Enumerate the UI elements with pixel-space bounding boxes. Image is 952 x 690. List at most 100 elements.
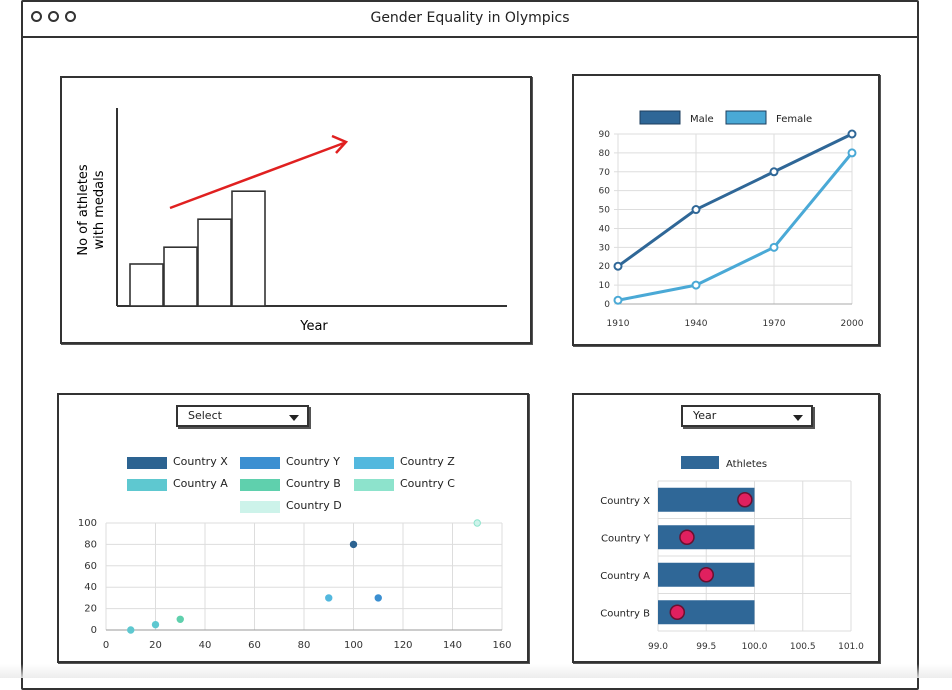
legend-swatch <box>354 479 394 491</box>
x-tick-label: 1910 <box>607 319 630 329</box>
sketch-chart: No of athletes with medals Year <box>76 108 507 334</box>
bar-panel: Year Athletes 99.0 99.5 100.0 100.5 101.0 Co… <box>572 393 880 663</box>
legend-label: Country Z <box>400 455 455 468</box>
bar-marker <box>679 529 695 545</box>
x-tick-label: 2000 <box>841 319 864 329</box>
y-tick-label: 100 <box>78 518 97 529</box>
line-point <box>847 129 857 139</box>
trend-arrowhead <box>331 134 349 154</box>
maximize-window-button[interactable] <box>65 11 76 22</box>
close-window-button[interactable] <box>31 11 42 22</box>
x-tick-label: 80 <box>298 640 311 651</box>
x-tick-label: 1940 <box>685 319 708 329</box>
y-tick-label: 40 <box>84 582 97 593</box>
y-tick-label: 60 <box>599 187 611 197</box>
bar <box>658 525 755 550</box>
scatter-panel: Select Country X Country Y Country Z Countr… <box>57 393 529 663</box>
y-tick-label: 0 <box>604 300 610 310</box>
sketch-bar <box>197 218 232 307</box>
x-tick-label: 20 <box>149 640 162 651</box>
sketch-ylabel-line2: with medals <box>92 170 107 249</box>
legend-label: Country B <box>286 477 341 490</box>
y-tick-label: 60 <box>84 561 97 572</box>
y-tick-label: 90 <box>599 130 611 140</box>
scatter-point <box>151 620 160 629</box>
sketch-xlabel: Year <box>299 319 328 334</box>
select-label: Select <box>188 409 222 422</box>
legend-label: Country X <box>173 455 228 468</box>
x-tick-label: 99.0 <box>648 642 668 652</box>
legend-swatch <box>681 456 719 469</box>
legend-swatch <box>240 457 280 469</box>
country-select-dropdown[interactable]: Select <box>176 405 309 427</box>
legend-label: Female <box>776 114 812 125</box>
x-tick-label: 40 <box>199 640 212 651</box>
x-tick-label: 99.5 <box>696 642 716 652</box>
x-tick-label: 0 <box>103 640 109 651</box>
line-point <box>769 242 779 252</box>
y-tick-label: 0 <box>91 625 97 636</box>
sketch-bar <box>129 263 164 307</box>
scatter-point <box>374 594 382 602</box>
x-tick-label: 140 <box>443 640 462 651</box>
horizontal-bar-chart: Athletes 99.0 99.5 100.0 100.5 101.0 Country… <box>600 456 864 652</box>
bottom-shadow <box>0 664 952 678</box>
trend-arrow <box>169 141 345 210</box>
y-tick-label: 10 <box>599 281 611 291</box>
line-point <box>613 295 623 305</box>
bar-marker <box>669 604 686 620</box>
legend-swatch <box>354 457 394 469</box>
y-tick-label: 40 <box>599 224 611 234</box>
line-series <box>617 132 853 268</box>
sketch-bar <box>163 246 198 307</box>
y-tick-label: 80 <box>599 149 611 159</box>
x-tick-label: 100 <box>344 640 363 651</box>
legend-label: Athletes <box>726 459 767 470</box>
scatter-point <box>176 615 184 624</box>
scatter-point <box>473 519 481 527</box>
y-tick-label: 70 <box>599 168 611 178</box>
line-point <box>691 280 701 290</box>
legend-swatch <box>240 479 280 491</box>
title-bar: Gender Equality in Olympics <box>23 2 917 38</box>
year-select-dropdown[interactable]: Year <box>681 405 813 427</box>
line-series <box>617 151 854 302</box>
x-tick-label: 1970 <box>763 319 786 329</box>
scatter-point <box>325 594 333 602</box>
category-label: Country X <box>600 496 650 507</box>
window-controls <box>31 11 76 22</box>
legend-swatch <box>127 457 167 469</box>
legend-swatch <box>639 110 681 125</box>
y-tick-label: 30 <box>599 243 611 253</box>
category-label: Country A <box>600 571 650 582</box>
year-label: Year <box>693 409 717 422</box>
line-point <box>691 205 701 215</box>
legend-swatch <box>725 110 767 125</box>
x-tick-label: 120 <box>393 640 412 651</box>
scatter-chart: 0 20 40 60 80 100 0 20 40 60 80 100 120 140 160 <box>78 518 512 651</box>
category-label: Country Y <box>601 533 651 544</box>
x-tick-label: 100.0 <box>742 642 768 652</box>
y-tick-label: 80 <box>84 539 97 550</box>
legend-swatch <box>240 501 280 513</box>
chevron-down-icon <box>793 415 803 421</box>
legend-label: Country C <box>400 477 455 490</box>
bar-marker <box>698 567 714 583</box>
sketch-bar <box>231 190 266 307</box>
line-point <box>769 167 779 177</box>
sketch-ylabel-line1: No of athletes <box>76 164 91 255</box>
legend-label: Country A <box>173 477 228 490</box>
y-tick-label: 20 <box>599 262 611 272</box>
minimize-window-button[interactable] <box>48 11 59 22</box>
legend-label: Country Y <box>286 455 340 468</box>
legend-swatch <box>127 479 167 491</box>
bar-marker <box>737 492 753 508</box>
window-title: Gender Equality in Olympics <box>370 10 570 26</box>
y-tick-label: 50 <box>599 206 611 216</box>
line-chart: 0 10 20 30 40 50 60 70 80 90 1910 1940 1970 2000 Male… <box>599 110 864 329</box>
line-chart-panel: 0 10 20 30 40 50 60 70 80 90 1910 1940 1970 2000 Male… <box>572 74 880 346</box>
legend-label: Male <box>690 114 714 125</box>
x-tick-label: 160 <box>492 640 511 651</box>
x-tick-label: 100.5 <box>790 642 816 652</box>
legend-label: Country D <box>286 499 342 512</box>
